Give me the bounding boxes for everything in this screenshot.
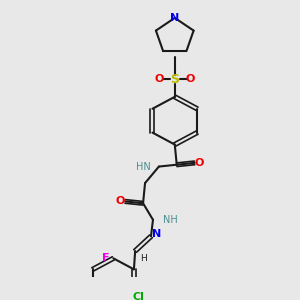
Text: NH: NH (163, 215, 178, 225)
Text: O: O (186, 74, 195, 84)
Text: S: S (170, 73, 179, 86)
Text: F: F (102, 253, 109, 263)
Text: O: O (154, 74, 164, 84)
Text: N: N (152, 230, 162, 239)
Text: Cl: Cl (133, 292, 145, 300)
Text: HN: HN (136, 162, 151, 172)
Text: N: N (170, 13, 179, 23)
Text: O: O (195, 158, 204, 168)
Text: O: O (116, 196, 125, 206)
Text: H: H (140, 254, 146, 263)
